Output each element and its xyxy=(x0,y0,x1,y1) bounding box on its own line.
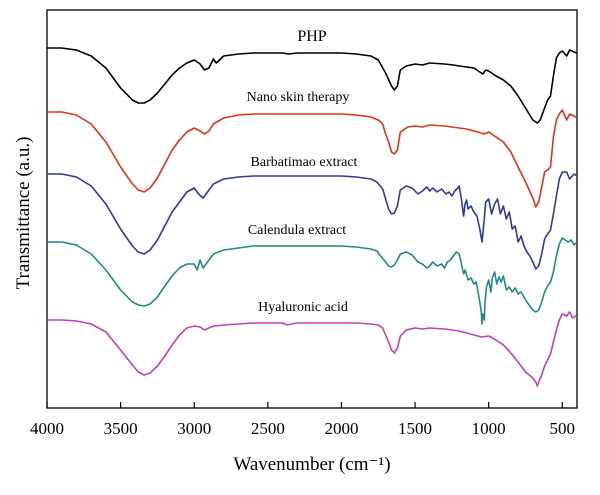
x-tick-label: 2500 xyxy=(251,419,285,438)
x-tick-label: 2000 xyxy=(324,419,358,438)
series-curves xyxy=(47,47,578,387)
x-tick-label: 4000 xyxy=(30,419,64,438)
series-label-calendula-extract: Calendula extract xyxy=(248,223,346,238)
x-tick-label: 3000 xyxy=(177,419,211,438)
series-label-hyaluronic-acid: Hyaluronic acid xyxy=(258,300,348,315)
x-axis-title: Wavenumber (cm⁻¹) xyxy=(233,454,390,475)
series-line-nano-skin-therapy xyxy=(47,109,578,208)
series-line-barbatimao-extract xyxy=(47,171,578,270)
plot-frame xyxy=(46,9,578,409)
series-label-nano-skin-therapy: Nano skin therapy xyxy=(247,90,350,105)
series-label-php: PHP xyxy=(297,28,326,45)
x-tick-label: 1500 xyxy=(398,419,432,438)
x-tick-label: 500 xyxy=(550,419,576,438)
x-axis-ticks xyxy=(46,402,563,408)
x-axis-tick-labels: 4000 3500 3000 2500 2000 1500 1000 500 xyxy=(30,419,575,438)
series-line-calendula-extract xyxy=(47,237,578,325)
series-line-php xyxy=(47,47,578,124)
y-axis-title: Transmittance (a.u.) xyxy=(13,137,34,290)
x-tick-label: 3500 xyxy=(104,419,138,438)
series-label-barbatimao-extract: Barbatimao extract xyxy=(251,155,358,170)
series-labels: PHP Nano skin therapy Barbatimao extract Ca… xyxy=(247,28,358,315)
series-line-hyaluronic-acid xyxy=(47,311,578,387)
x-tick-label: 1000 xyxy=(472,419,506,438)
